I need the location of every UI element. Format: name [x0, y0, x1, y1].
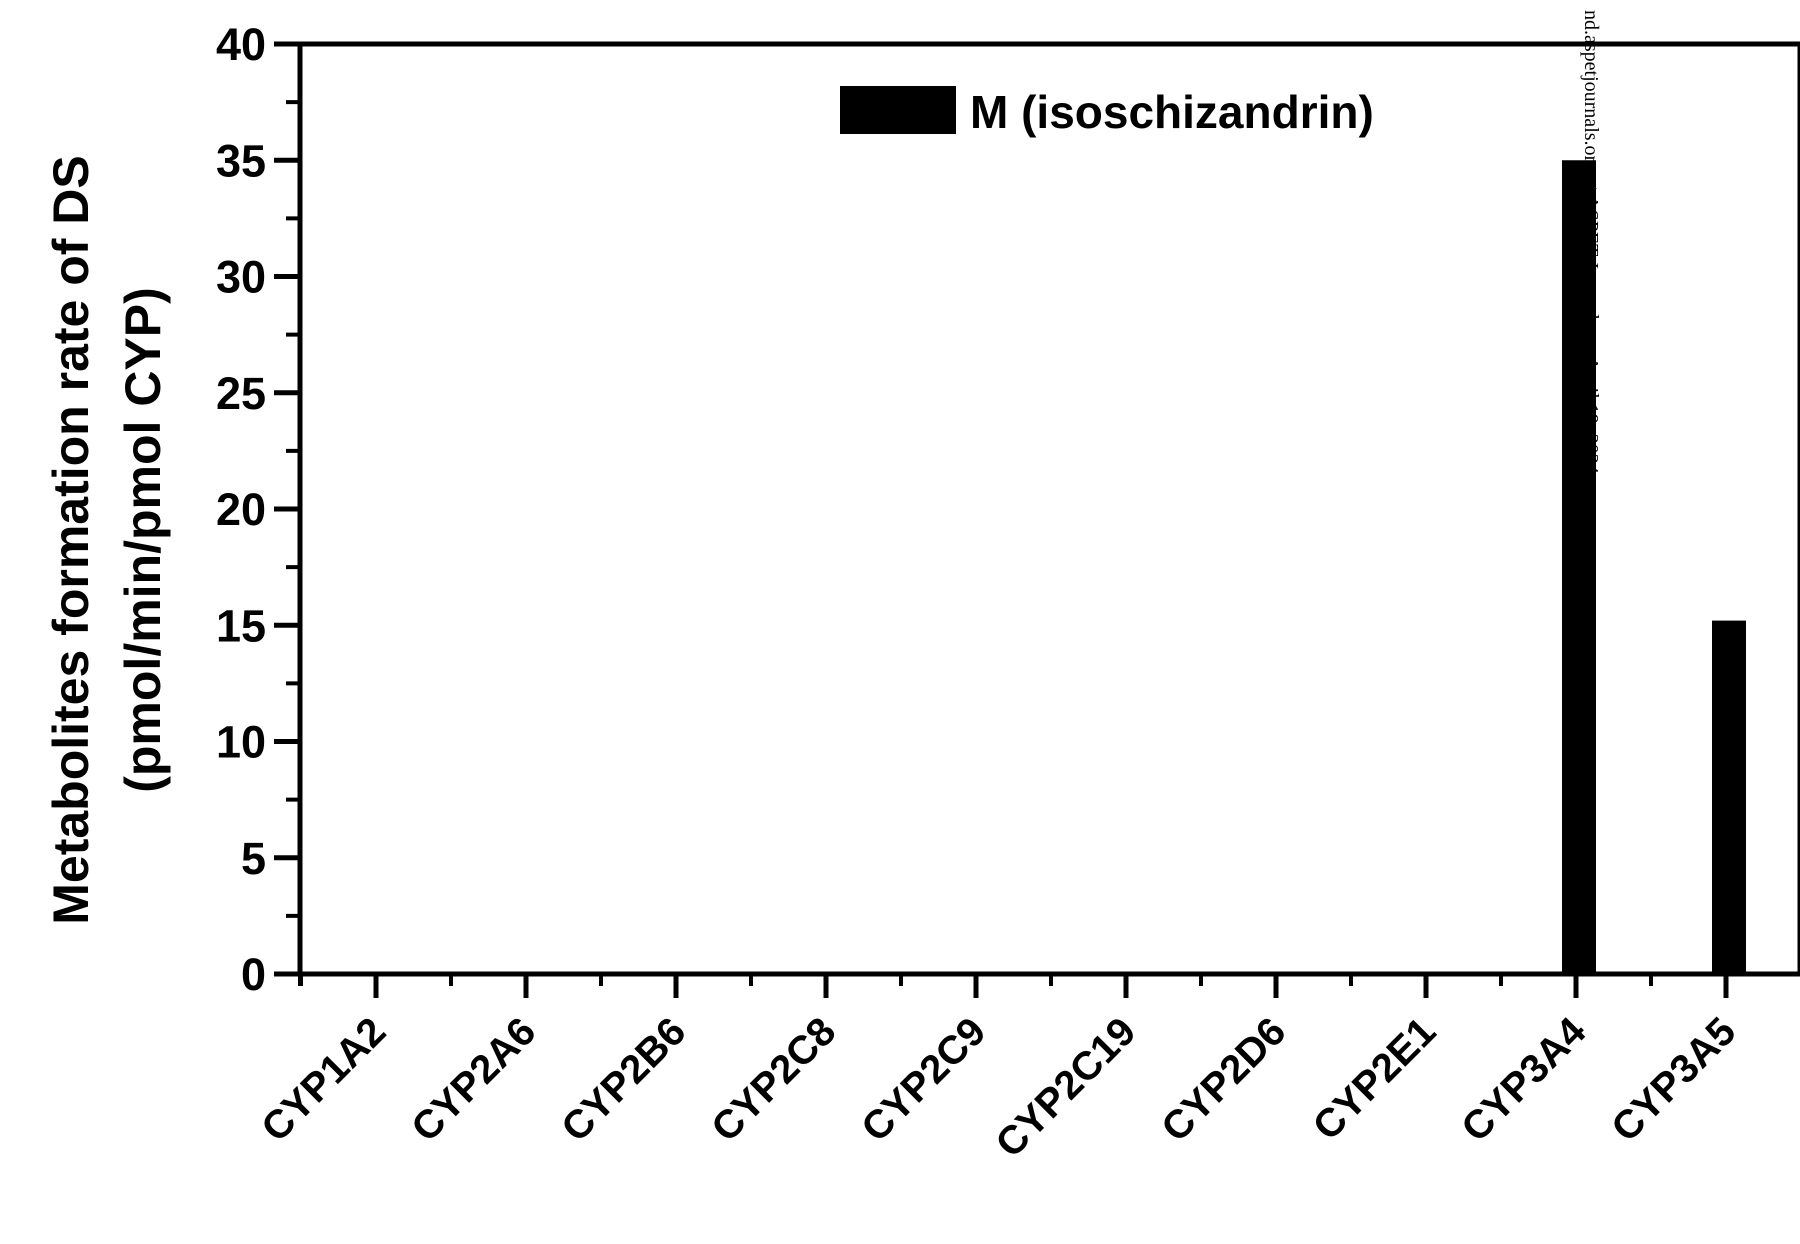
bar [1712, 620, 1746, 974]
y-tick-label: 20 [216, 484, 266, 535]
y-tick-label: 25 [216, 368, 266, 419]
y-tick-label: 10 [216, 717, 266, 768]
chart-marks: 0 5 10 15 20 25 30 35 40 CYP1A2 CYP2A6 CYP2B6 CYP2C8… [216, 19, 1746, 1166]
y-tick-label: 5 [241, 833, 266, 884]
x-tick-label: CYP2D6 [1153, 1009, 1294, 1150]
x-tick-label: CYP2C8 [703, 1009, 844, 1150]
y-axis-title-line2: (pmol/min/pmol CYP) [115, 287, 171, 793]
x-tick-label: CYP3A5 [1603, 1009, 1744, 1150]
y-tick-label: 0 [241, 949, 266, 1000]
y-tick-label: 35 [216, 135, 266, 186]
x-tick-label: CYP2C9 [853, 1009, 994, 1150]
bar [1562, 160, 1596, 974]
y-axis-title-line1: Metabolites formation rate of DS [43, 155, 99, 925]
x-tick-label: CYP2A6 [403, 1009, 544, 1150]
x-tick-label: CYP1A2 [253, 1009, 394, 1150]
x-tick-label: CYP2E1 [1305, 1009, 1445, 1149]
y-tick-label: 40 [216, 19, 266, 70]
legend-label: M (isoschizandrin) [970, 86, 1374, 138]
x-tick-label: CYP2C19 [987, 1009, 1144, 1166]
x-tick-label: CYP3A4 [1453, 1009, 1595, 1151]
x-tick-label: CYP2B6 [553, 1009, 694, 1150]
legend-swatch [840, 86, 956, 134]
y-tick-label: 15 [216, 600, 266, 651]
plot-frame [297, 41, 1800, 977]
y-tick-label: 30 [216, 252, 266, 303]
